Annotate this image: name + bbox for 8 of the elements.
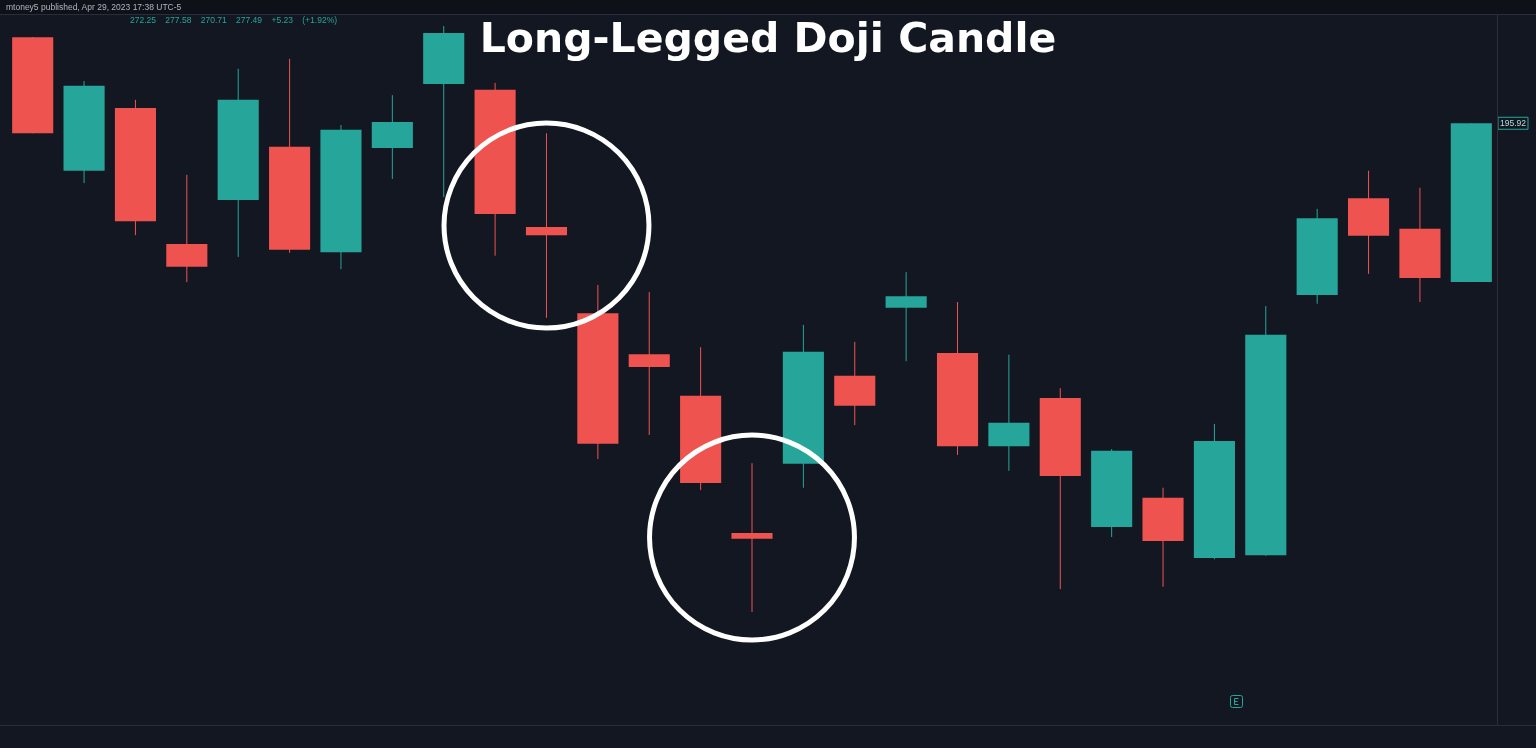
- text: 272.25 277.58 270.71 277.49 +5.23 (+1.92%): [130, 15, 338, 25]
- candlestick: [628, 291, 670, 436]
- annotation: 195.92: [1500, 118, 1527, 129]
- text: mtoney5 published, Apr 29, 2023 17:38 UTC-5: [6, 2, 182, 12]
- candlestick: [525, 132, 568, 319]
- candlestick: [885, 271, 927, 362]
- candlestick: [731, 462, 773, 613]
- chart-title: Long-Legged Doji Candle: [479, 14, 1057, 62]
